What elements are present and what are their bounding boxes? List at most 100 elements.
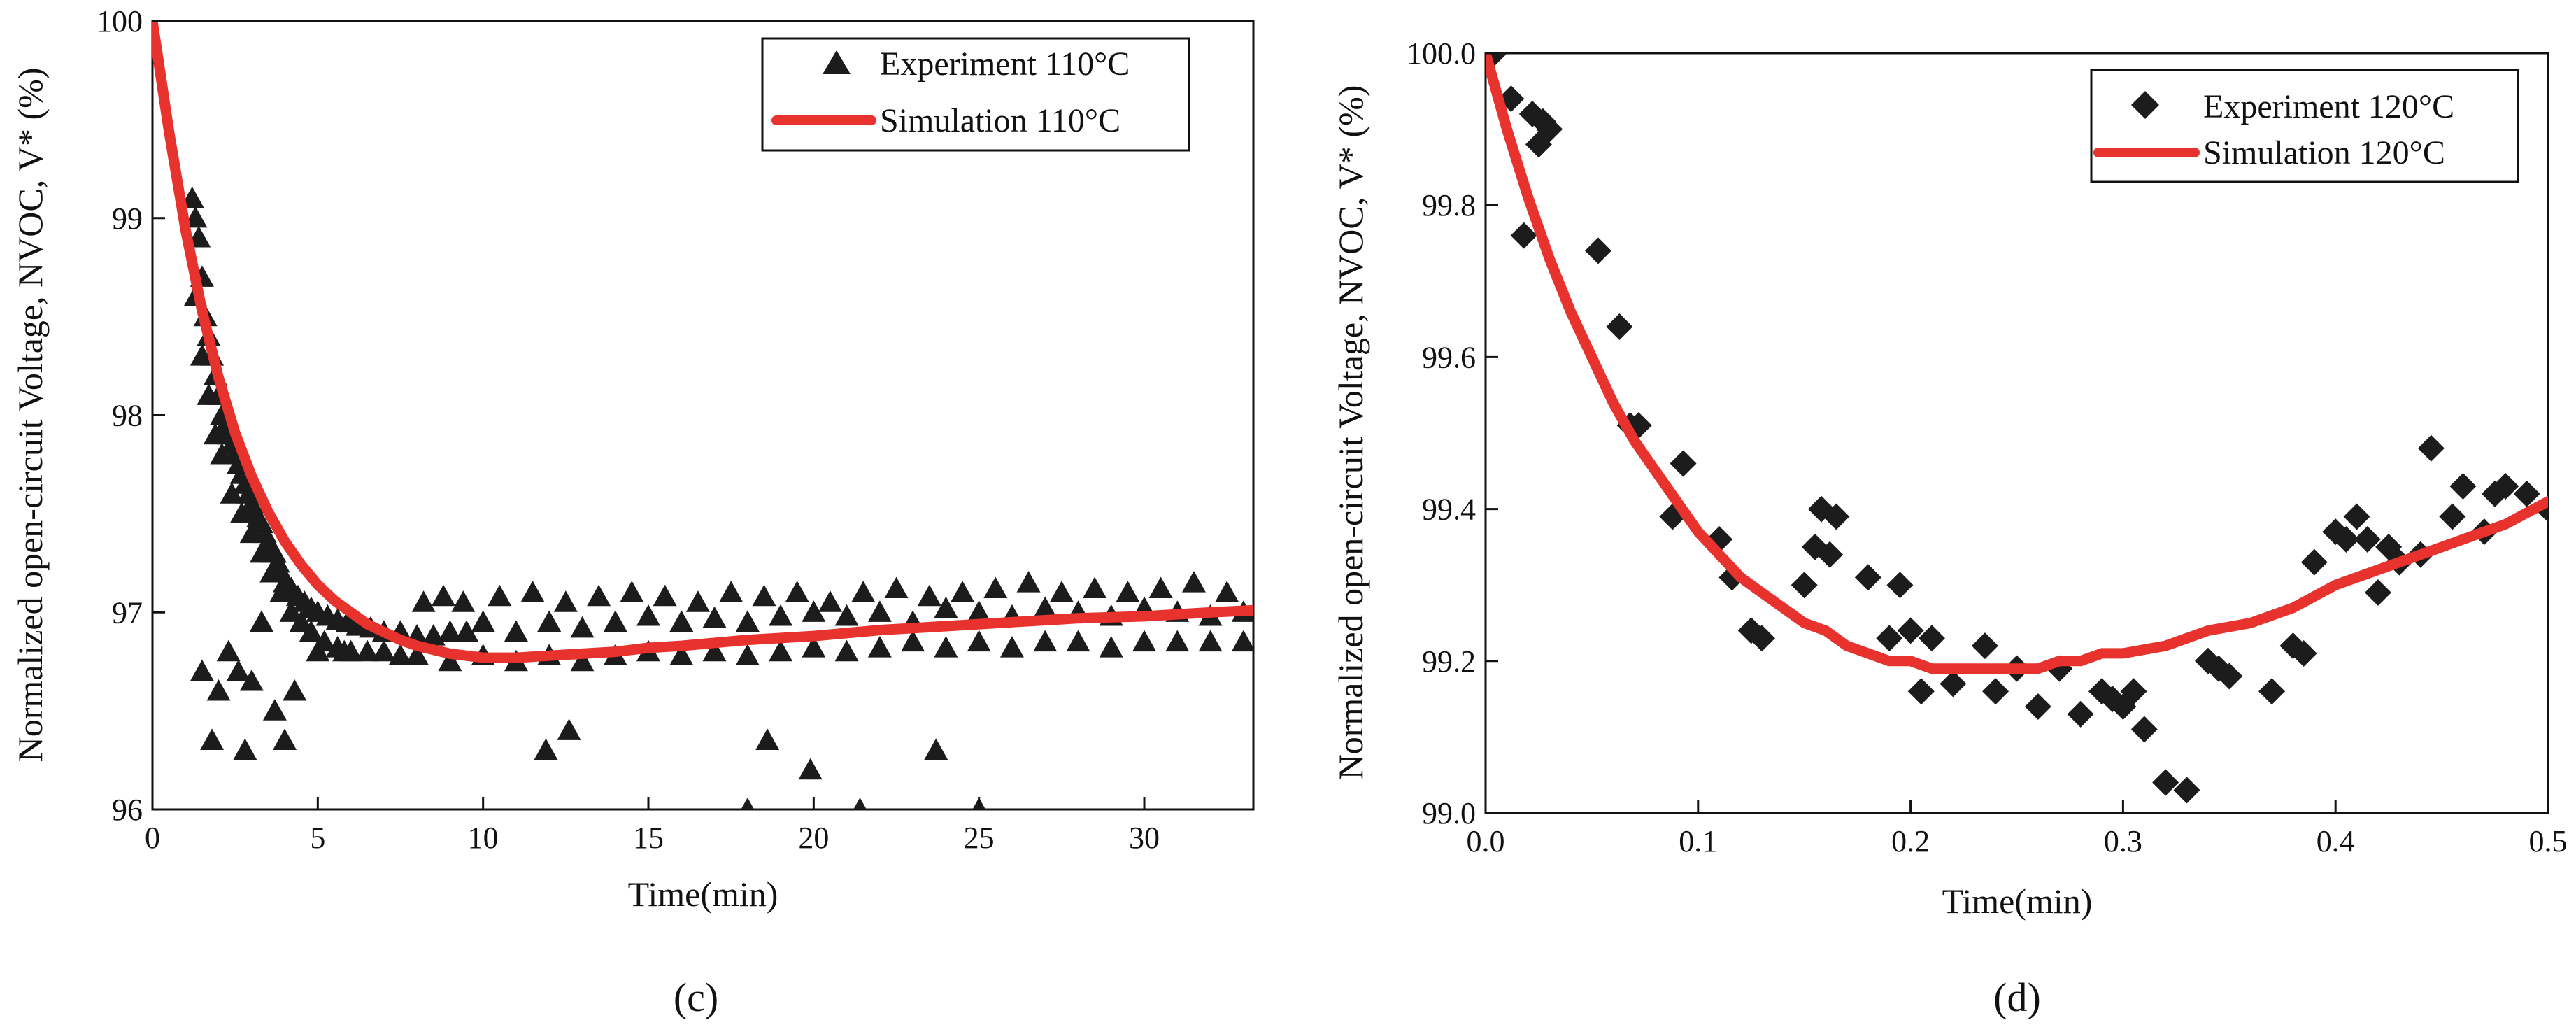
x-tick-label-d: 0.1: [1679, 824, 1717, 858]
data-point-c: [273, 728, 297, 750]
data-point-d: [2354, 526, 2381, 553]
data-point-d: [2513, 480, 2540, 507]
data-point-c: [371, 639, 396, 662]
data-point-c: [1198, 630, 1223, 652]
data-point-c: [620, 581, 644, 602]
data-point-d: [2417, 434, 2445, 462]
data-point-c: [735, 610, 760, 632]
data-point-c: [259, 560, 284, 583]
data-point-c: [451, 590, 476, 612]
data-point-c: [802, 635, 826, 658]
x-tick-label-c: 20: [798, 821, 829, 855]
data-point-d: [2300, 548, 2328, 576]
data-point-c: [229, 502, 254, 523]
data-point-c: [504, 620, 528, 642]
data-point-c: [488, 584, 512, 607]
data-point-c: [853, 798, 867, 809]
data-point-c: [769, 604, 793, 626]
series-layer-d: [1486, 53, 2548, 804]
data-point-c: [983, 576, 1008, 599]
legend-label-experiment-d: Experiment 120°C: [2203, 88, 2454, 125]
data-point-c: [289, 610, 313, 632]
data-point-c: [1083, 576, 1107, 599]
simulation-line-d: [1486, 53, 2548, 674]
x-tick-label-c: 5: [310, 821, 325, 855]
data-point-c: [818, 590, 842, 612]
data-point-d: [1876, 625, 1903, 652]
data-point-c: [587, 584, 611, 607]
data-point-c: [719, 581, 743, 602]
data-point-c: [702, 639, 727, 662]
x-tick-label-c: 0: [145, 821, 160, 855]
y-axis-title-c: Normalized open-circuit Voltage, NVOC, V…: [10, 68, 50, 763]
data-point-c: [834, 604, 859, 626]
simulation-line-c: [152, 21, 1253, 663]
data-point-c: [741, 798, 755, 809]
data-point-c: [249, 541, 273, 563]
x-axis-title-d: Time(min): [1942, 881, 2093, 921]
x-tick-label-c: 15: [633, 821, 664, 855]
caption-c: (c): [674, 975, 718, 1020]
data-point-d: [2439, 503, 2466, 530]
data-point-c: [570, 649, 595, 672]
x-tick-label-c: 30: [1129, 821, 1160, 855]
data-point-c: [884, 576, 909, 599]
y-tick-label-d: 99.2: [1422, 644, 1476, 679]
data-point-c: [934, 596, 958, 618]
data-point-d: [1606, 313, 1633, 340]
legend-marker-triangle-c: [823, 50, 851, 74]
data-point-c: [1181, 570, 1206, 593]
data-point-c: [798, 758, 823, 780]
series-layer-c: [152, 21, 1253, 809]
data-point-c: [769, 639, 793, 662]
data-point-d: [2343, 503, 2370, 530]
y-tick-label-d: 99.8: [1422, 188, 1476, 222]
data-point-c: [1033, 630, 1058, 652]
data-point-d: [1816, 541, 1844, 568]
data-point-c: [636, 604, 661, 626]
data-point-c: [1165, 630, 1190, 652]
data-point-c: [867, 635, 892, 658]
legend-c: Experiment 110°C Simulation 110°C: [761, 37, 1190, 152]
data-point-d: [2024, 693, 2051, 720]
data-point-c: [537, 610, 562, 632]
data-point-d: [1536, 115, 1563, 143]
data-point-c: [200, 728, 225, 750]
data-point-d: [2258, 678, 2286, 705]
plot-frame-d: [1484, 52, 2549, 814]
data-point-c: [1099, 635, 1123, 658]
data-point-d: [2067, 700, 2094, 728]
x-tick-label-c: 10: [468, 821, 499, 855]
y-tick-label-d: 99.0: [1422, 796, 1476, 830]
data-point-c: [239, 521, 264, 544]
data-point-c: [653, 584, 677, 607]
y-tick-label-c: 99: [112, 201, 143, 236]
y-tick-label-c: 96: [112, 793, 143, 827]
y-tick-label-d: 100.0: [1407, 36, 1476, 71]
y-tick-label-c: 97: [112, 595, 143, 630]
x-tick-label-c: 25: [964, 821, 995, 855]
data-point-c: [752, 584, 776, 607]
data-point-c: [306, 639, 330, 662]
data-point-d: [1982, 678, 2009, 705]
data-point-c: [999, 635, 1024, 658]
data-point-c: [226, 659, 250, 681]
y-tick-label-c: 98: [112, 399, 143, 433]
data-point-d: [1897, 617, 1924, 644]
data-point-c: [867, 600, 892, 622]
axis-ticks-d: 0.0 0.1 0.2 0.3 0.4 0.5 99.0 99.2 99.4 99.6 99.8 10…: [1407, 36, 2568, 858]
data-point-c: [917, 584, 941, 607]
data-point-c: [216, 639, 241, 662]
data-point-c: [669, 644, 694, 665]
chart-panel-d: 0.0 0.1 0.2 0.3 0.4 0.5 99.0 99.2 99.4 99.6 99.8 10…: [1331, 36, 2568, 1020]
data-point-d: [2290, 639, 2317, 667]
data-point-c: [239, 669, 264, 691]
y-tick-label-d: 99.4: [1422, 493, 1476, 527]
x-tick-label-d: 0.4: [2317, 824, 2355, 858]
data-point-c: [455, 620, 479, 642]
data-point-c: [197, 383, 221, 405]
data-point-c: [210, 442, 234, 465]
data-point-c: [190, 344, 214, 366]
data-point-c: [520, 581, 545, 602]
data-point-d: [1748, 625, 1775, 652]
